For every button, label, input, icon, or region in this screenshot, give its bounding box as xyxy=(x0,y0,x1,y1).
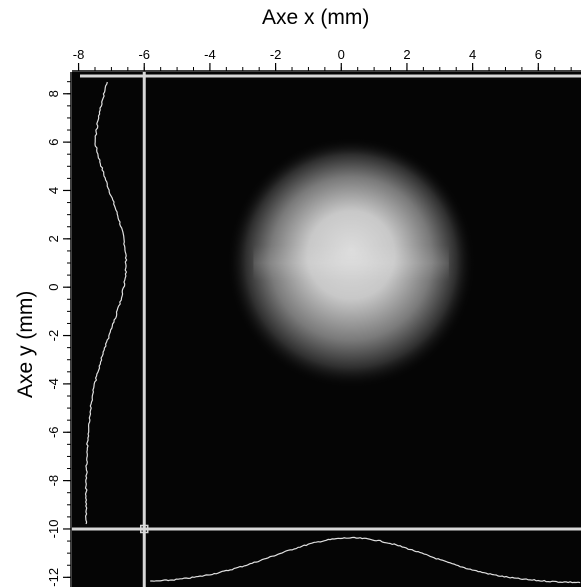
beam-spot-band xyxy=(253,245,449,282)
y-tick-label: -10 xyxy=(46,520,61,539)
y-tick-label: 6 xyxy=(46,139,61,146)
x-axis-title: Axe x (mm) xyxy=(262,6,370,29)
y-tick-label: 4 xyxy=(46,187,61,194)
x-tick-label: -2 xyxy=(270,47,282,62)
x-tick-label: -4 xyxy=(204,47,216,62)
y-tick-label: -12 xyxy=(46,568,61,587)
y-tick-label: 8 xyxy=(46,90,61,97)
x-tick-label: 0 xyxy=(338,47,345,62)
y-tick-label: -8 xyxy=(46,475,61,487)
y-tick-label: -6 xyxy=(46,426,61,438)
x-tick-label: 6 xyxy=(535,47,542,62)
y-axis: 8 6 4 2 0 -2 -4 -6 -8 -10 -12 xyxy=(46,72,72,587)
x-axis: -8 -6 -4 -2 0 2 4 6 xyxy=(72,47,581,72)
y-tick-label: -2 xyxy=(46,330,61,342)
x-tick-label: 4 xyxy=(469,47,476,62)
horizontal-intensity-profile xyxy=(150,536,581,584)
vertical-intensity-profile xyxy=(84,81,128,525)
cursor-crosshair[interactable] xyxy=(139,524,149,534)
x-tick-label: -8 xyxy=(73,47,85,62)
y-tick-label: -4 xyxy=(46,378,61,390)
y-tick-label: 2 xyxy=(46,235,61,242)
y-tick-label: 0 xyxy=(46,284,61,291)
x-tick-label: 2 xyxy=(403,47,410,62)
x-tick-label: -6 xyxy=(138,47,150,62)
